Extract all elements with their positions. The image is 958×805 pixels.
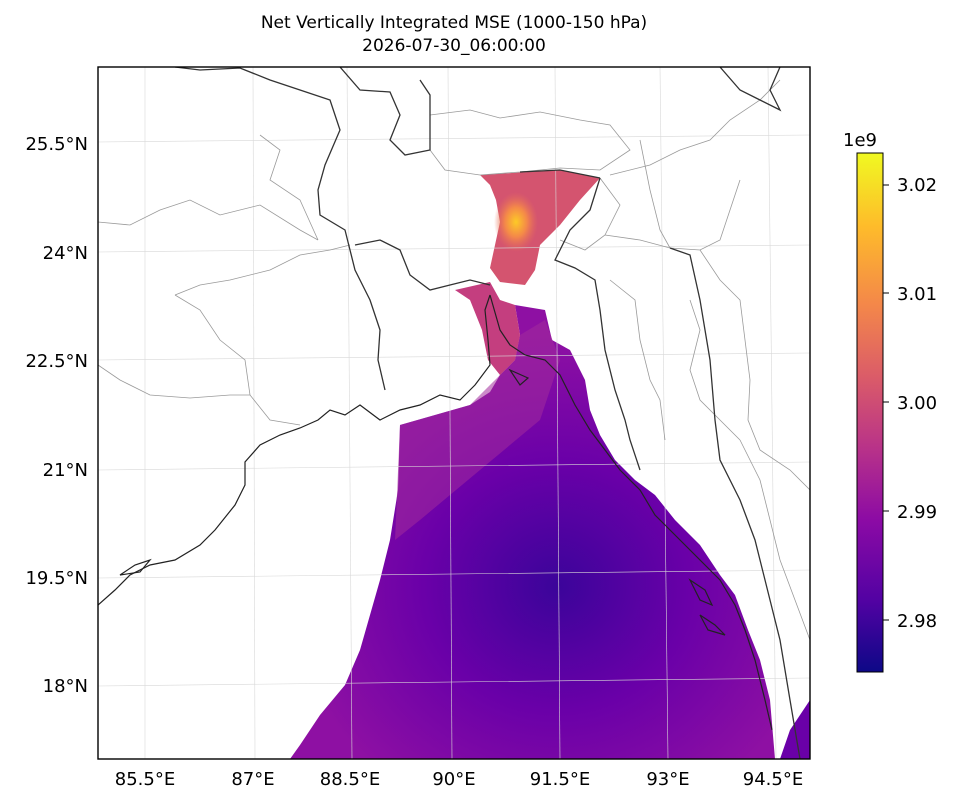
y-tick-label: 21°N — [43, 460, 88, 481]
y-tick-label: 19.5°N — [25, 568, 88, 589]
colorbar: 1e9 3.02 3.01 3.00 2.99 2.98 — [843, 130, 937, 673]
y-axis: 25.5°N 24°N 22.5°N 21°N 19.5°N 18°N — [25, 134, 88, 697]
colorbar-tick-label: 3.02 — [897, 175, 937, 196]
map-area — [98, 67, 810, 759]
colorbar-tick-label: 2.98 — [897, 611, 937, 632]
x-tick-label: 93°E — [646, 769, 689, 790]
mse-field-bay — [290, 305, 775, 759]
y-tick-label: 25.5°N — [25, 134, 88, 155]
colorbar-tick-label: 2.99 — [897, 502, 937, 523]
coastline — [98, 294, 773, 731]
y-tick-label: 18°N — [43, 676, 88, 697]
x-tick-label: 94.5°E — [743, 769, 803, 790]
x-axis: 85.5°E 87°E 88.5°E 90°E 91.5°E 93°E 94.5… — [115, 769, 803, 790]
colorbar-tick-label: 3.00 — [897, 393, 937, 414]
x-tick-label: 90°E — [432, 769, 475, 790]
country-borders — [174, 67, 801, 759]
state-boundaries — [98, 79, 810, 641]
mse-hotspot — [494, 192, 538, 252]
colorbar-gradient — [856, 152, 884, 673]
colorbar-offset-label: 1e9 — [843, 130, 877, 151]
y-tick-label: 24°N — [43, 243, 88, 264]
x-tick-label: 91.5°E — [530, 769, 590, 790]
chart-title: Net Vertically Integrated MSE (1000-150 … — [260, 13, 648, 33]
mse-field-coast-tint — [395, 320, 560, 540]
map-frame — [97, 66, 811, 760]
chart-subtitle: 2026-07-30_06:00:00 — [362, 36, 546, 56]
x-tick-label: 87°E — [231, 769, 274, 790]
x-tick-label: 85.5°E — [115, 769, 175, 790]
x-tick-label: 88.5°E — [320, 769, 380, 790]
graticule — [98, 67, 810, 759]
colorbar-tick-label: 3.01 — [897, 284, 937, 305]
y-tick-label: 22.5°N — [25, 351, 88, 372]
mse-field-delta — [455, 282, 520, 375]
